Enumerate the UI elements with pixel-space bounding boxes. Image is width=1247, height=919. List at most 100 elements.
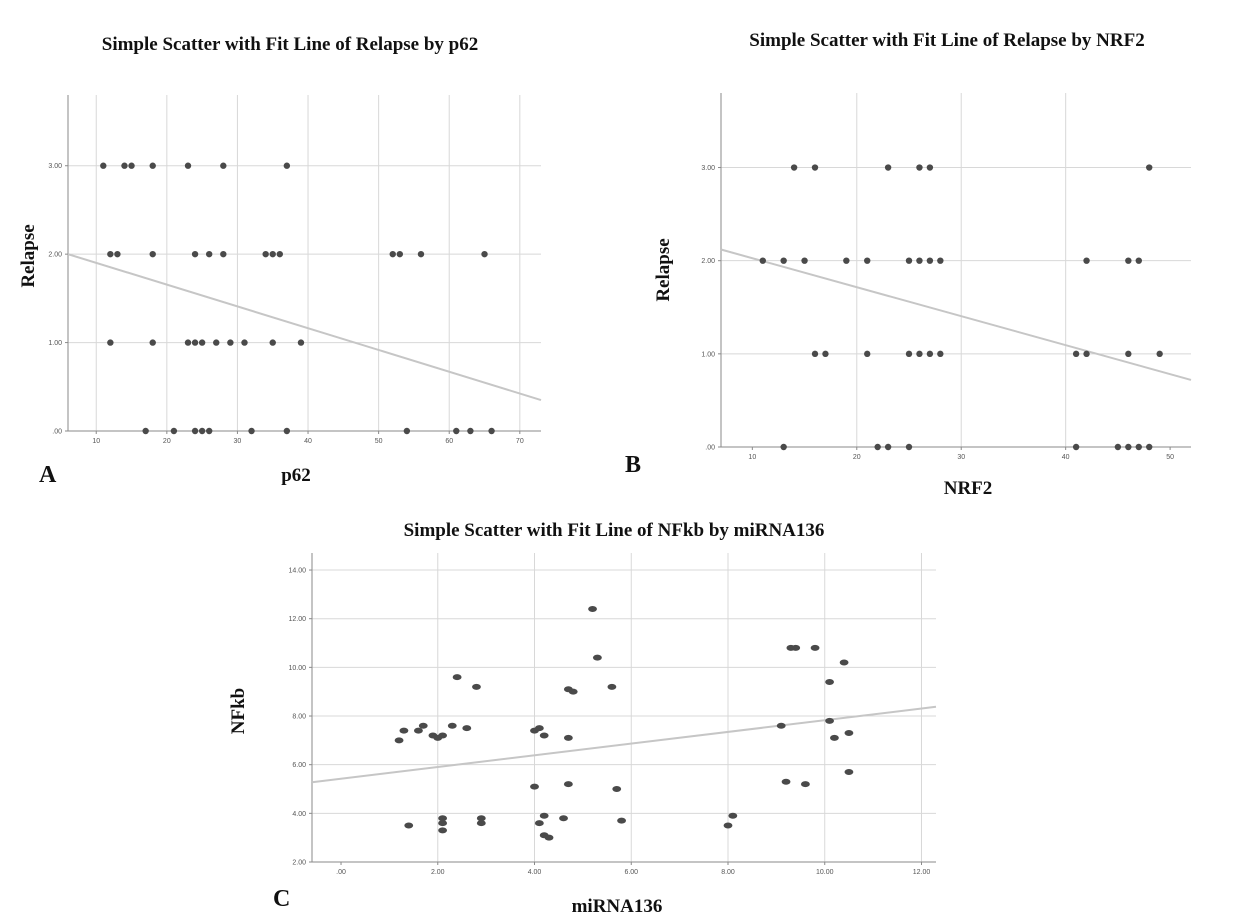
- data-point: [248, 427, 255, 435]
- x-tick-label: 10: [92, 438, 100, 445]
- data-point: [205, 250, 213, 258]
- y-tick-label: 2.00: [292, 860, 306, 867]
- data-point: [534, 820, 544, 827]
- data-point: [191, 250, 199, 258]
- data-point: [830, 734, 839, 741]
- x-tick-label: 20: [163, 438, 171, 445]
- data-point: [191, 339, 199, 346]
- y-tick-label: 4.00: [292, 811, 306, 818]
- x-tick-label: 8.00: [721, 869, 735, 876]
- data-point: [447, 722, 457, 729]
- data-point: [403, 427, 411, 435]
- data-point: [476, 820, 486, 827]
- data-point: [488, 427, 495, 435]
- data-point: [825, 717, 834, 724]
- data-point: [394, 737, 404, 744]
- data-point: [588, 605, 597, 612]
- y-tick-label: 8.00: [292, 714, 306, 721]
- data-point: [220, 162, 227, 169]
- data-point: [184, 339, 192, 346]
- data-point: [198, 339, 206, 346]
- data-point: [1156, 350, 1163, 358]
- y-axis-label: NFkb: [228, 687, 249, 735]
- data-point: [417, 250, 425, 258]
- data-point: [1125, 257, 1132, 264]
- fit-line: [311, 705, 937, 784]
- data-point: [781, 778, 791, 785]
- x-tick-label: 2.00: [431, 869, 445, 876]
- data-point: [839, 659, 849, 666]
- fit-line: [720, 248, 1192, 381]
- data-point: [269, 339, 276, 346]
- data-point: [563, 734, 573, 741]
- data-point: [937, 257, 944, 264]
- fit-line: [67, 253, 542, 402]
- data-point: [472, 683, 481, 690]
- chart-title: Simple Scatter with Fit Line of Relapse …: [749, 30, 1145, 51]
- data-point: [269, 250, 276, 258]
- data-point: [780, 443, 787, 451]
- data-point: [1072, 350, 1080, 358]
- data-point: [937, 350, 944, 358]
- data-point: [905, 350, 913, 358]
- x-tick-label: 10.00: [816, 869, 834, 876]
- data-point: [539, 812, 549, 819]
- y-tick-label: 10.00: [288, 665, 306, 672]
- data-point: [276, 250, 283, 258]
- data-point: [220, 250, 227, 258]
- y-tick-label: .00: [52, 429, 62, 436]
- data-point: [399, 727, 409, 734]
- data-point: [414, 727, 423, 734]
- data-point: [438, 815, 448, 822]
- y-tick-label: 1.00: [48, 340, 62, 347]
- data-point: [723, 822, 733, 829]
- x-tick-label: 10: [748, 454, 756, 461]
- data-point: [916, 164, 923, 171]
- x-tick-label: 6.00: [624, 869, 638, 876]
- x-axis-label: NRF2: [943, 478, 993, 499]
- data-point: [213, 339, 220, 346]
- data-point: [916, 350, 923, 358]
- x-tick-label: 40: [1062, 454, 1070, 461]
- data-point: [568, 688, 578, 695]
- data-point: [926, 257, 934, 264]
- data-point: [1125, 350, 1132, 358]
- x-axis-label: p62: [281, 465, 311, 486]
- data-point: [452, 674, 462, 681]
- data-point: [107, 339, 114, 346]
- data-point: [810, 644, 820, 651]
- panel-label: C: [273, 886, 291, 912]
- data-point: [389, 250, 396, 258]
- y-tick-label: 14.00: [288, 568, 306, 575]
- data-point: [107, 250, 114, 258]
- data-point: [617, 817, 626, 824]
- x-tick-label: 50: [1166, 454, 1174, 461]
- data-point: [191, 427, 199, 435]
- x-tick-label: 12.00: [913, 869, 931, 876]
- data-point: [149, 162, 156, 169]
- x-tick-label: 60: [445, 438, 453, 445]
- data-point: [142, 427, 149, 435]
- data-point: [1125, 443, 1132, 451]
- data-point: [822, 350, 829, 358]
- chart-title: Simple Scatter with Fit Line of NFkb by …: [403, 520, 825, 541]
- data-point: [1135, 443, 1142, 451]
- data-point: [1146, 443, 1153, 451]
- data-point: [149, 250, 156, 258]
- data-point: [530, 783, 539, 790]
- y-tick-label: 6.00: [292, 762, 306, 769]
- data-point: [481, 250, 488, 258]
- data-point: [418, 722, 428, 729]
- data-point: [759, 257, 766, 264]
- data-point: [1114, 443, 1122, 451]
- data-point: [776, 722, 786, 729]
- y-tick-label: 2.00: [701, 258, 715, 265]
- data-point: [283, 427, 291, 435]
- panel-label: B: [625, 452, 642, 478]
- data-point: [283, 162, 291, 169]
- x-tick-label: 20: [853, 454, 861, 461]
- data-point: [780, 257, 787, 264]
- data-point: [128, 162, 135, 169]
